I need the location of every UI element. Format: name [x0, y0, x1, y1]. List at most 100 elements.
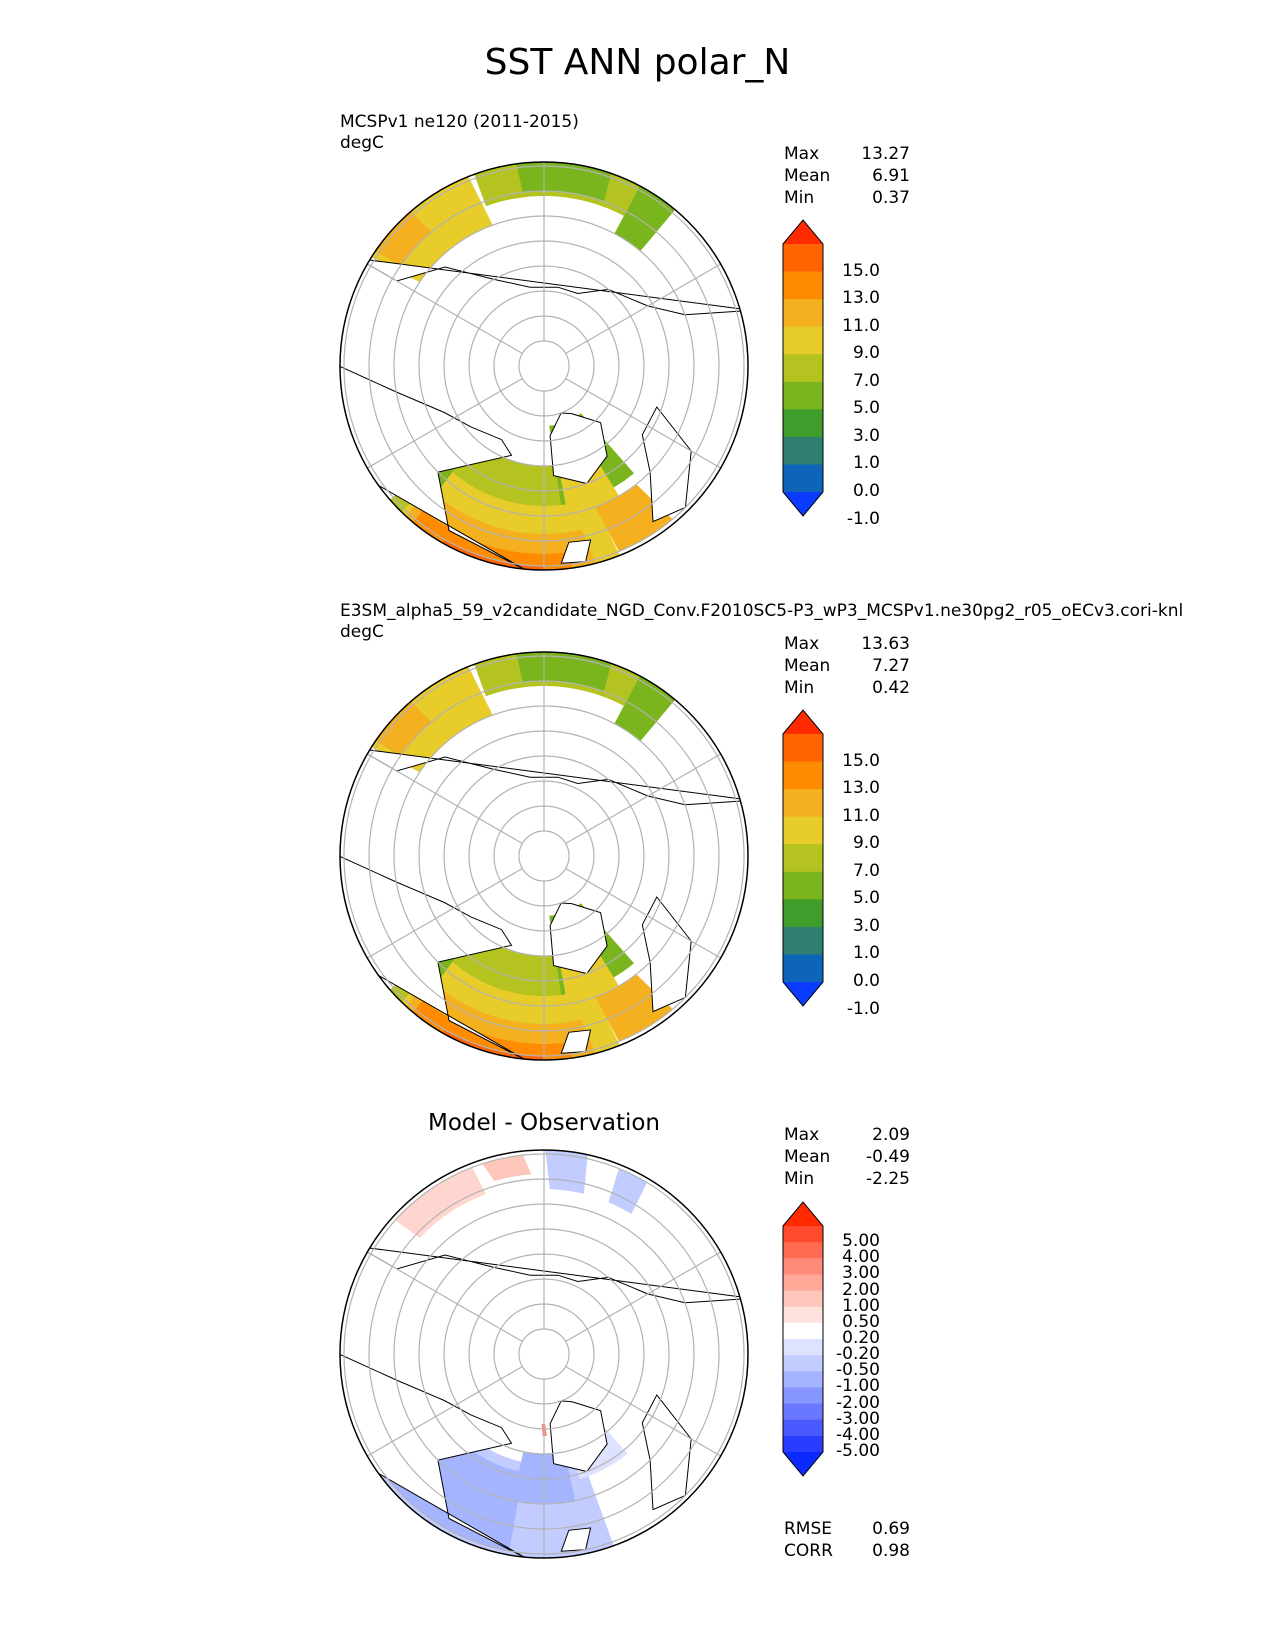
map-field [340, 1150, 748, 1558]
map-boundary [339, 161, 749, 571]
colorbar-tick-label: 1.0 [852, 453, 880, 474]
panel-1-units: degC [340, 133, 384, 153]
panel-3-title: Model - Observation [427, 1110, 661, 1136]
colorbar-segment [783, 244, 823, 273]
stat-value: 0.37 [872, 188, 910, 208]
meridian-line [367, 377, 523, 469]
panel-3-colorbar [782, 1201, 824, 1477]
colorbar-tick-label: 0.50 [842, 1311, 880, 1332]
panel-2-stats: Max 13.63 Mean 7.27 Min 0.42 [784, 633, 910, 699]
latitude-circle [518, 830, 570, 882]
colorbar-tick-label: -1.0 [846, 998, 880, 1019]
colorbar-tick-label: 1.0 [852, 943, 880, 964]
stat-value: 13.63 [861, 634, 910, 654]
colorbar-tick-label: 1.00 [842, 1295, 880, 1316]
sst-contour-region [405, 510, 574, 570]
colorbar-outline [782, 219, 824, 517]
colorbar-tick-label: 0.0 [852, 971, 880, 991]
latitude-circle [518, 340, 570, 392]
colorbar-segment [783, 1419, 823, 1437]
colorbar-tick-label: 4.00 [842, 1247, 880, 1268]
panel-2-polar-map [339, 651, 749, 1061]
colorbar-segment [783, 1258, 823, 1276]
colorbar-segment [783, 789, 823, 818]
colorbar-tick-label: 7.0 [852, 370, 880, 391]
colorbar-tick-label: -4.00 [836, 1424, 880, 1445]
colorbar-tick-label: 13.0 [842, 288, 880, 309]
colorbar-tick-label: -3.00 [836, 1408, 880, 1429]
colorbar-tick-label: -0.20 [836, 1344, 880, 1365]
colorbar-tick-label: 2.00 [842, 1279, 880, 1300]
stat-value: 2.09 [872, 1125, 910, 1145]
panel-3-stats: Max 2.09 Mean -0.49 Min -2.25 [784, 1124, 910, 1190]
colorbar-tick-label: 9.0 [852, 343, 880, 364]
stat-label: Min [784, 1169, 815, 1189]
colorbar-segment [783, 954, 823, 983]
colorbar-segment [783, 381, 823, 410]
land-outline [549, 412, 608, 485]
map-boundary [339, 651, 749, 1061]
colorbar-segment [783, 1242, 823, 1259]
land-outline [641, 1394, 692, 1511]
panel-1-colorbar [782, 219, 824, 517]
stat-label: CORR [784, 1541, 833, 1561]
meridian-line [565, 263, 721, 355]
colorbar-extend-top [783, 1202, 823, 1226]
colorbar-segment [783, 409, 823, 438]
panel-2-title: E3SM_alpha5_59_v2candidate_NGD_Conv.F201… [340, 601, 1184, 621]
colorbar-segment [783, 1274, 823, 1292]
colorbar-segment [783, 871, 823, 900]
colorbar-tick-label: 5.0 [852, 398, 880, 419]
panel-1-title: MCSPv1 ne120 (2011-2015) [340, 112, 579, 132]
colorbar-tick-label: 15.0 [842, 260, 880, 281]
colorbar-extend-bottom [783, 982, 823, 1006]
meridian-line [565, 867, 721, 959]
meridian-line [367, 263, 523, 355]
stat-label: Mean [784, 1147, 831, 1167]
figure-title: SST ANN polar_N [484, 42, 791, 83]
colorbar-segment [783, 1387, 823, 1405]
latitude-circle [518, 1328, 570, 1380]
colorbar-segment [783, 761, 823, 790]
colorbar-segment [783, 1435, 823, 1453]
colorbar-tick-label: 5.0 [852, 888, 880, 909]
colorbar-tick-label: 7.0 [852, 860, 880, 881]
panel-2-units: degC [340, 622, 384, 642]
panel-1-colorbar-labels: 15.0 13.0 11.0 9.0 7.0 5.0 3.0 1.0 0.0 -1.0 [820, 218, 880, 529]
stat-label: Max [784, 144, 820, 164]
stat-value: 6.91 [872, 166, 910, 186]
colorbar-segment [783, 844, 823, 873]
colorbar-outline [782, 1201, 824, 1477]
colorbar-segment [783, 1355, 823, 1372]
colorbar-tick-label: 3.0 [852, 425, 880, 446]
colorbar-tick-label: -5.00 [836, 1441, 880, 1461]
colorbar-tick-label: 11.0 [842, 315, 880, 336]
colorbar-segment [783, 1306, 823, 1324]
colorbar-tick-label: 0.0 [852, 481, 880, 501]
colorbar-tick-label: 13.0 [842, 778, 880, 799]
stat-value: 0.42 [872, 678, 910, 698]
colorbar-extend-bottom [783, 492, 823, 516]
colorbar-segment [783, 1339, 823, 1356]
colorbar-segment [783, 1371, 823, 1389]
panel-3-colorbar-labels: 5.00 4.00 3.00 2.00 1.00 0.50 0.20 -0.20 -0.50 -1… [820, 1200, 880, 1478]
panel-2-colorbar-labels: 15.0 13.0 11.0 9.0 7.0 5.0 3.0 1.0 0.0 -1.0 [820, 708, 880, 1019]
colorbar-tick-label: -0.50 [836, 1360, 880, 1381]
colorbar-segment [783, 1322, 823, 1340]
colorbar-segment [783, 1403, 823, 1421]
panel-3-error-stats: RMSE 0.69 CORR 0.98 [784, 1518, 910, 1562]
sst-contour-region [365, 693, 432, 756]
stat-label: Max [784, 1125, 820, 1145]
stat-label: RMSE [784, 1519, 833, 1539]
panel-1-stats: Max 13.27 Mean 6.91 Min 0.37 [784, 143, 910, 209]
colorbar-tick-label: 3.00 [842, 1263, 880, 1284]
meridian-line [367, 753, 523, 845]
colorbar-tick-label: 3.0 [852, 915, 880, 936]
stat-value: -2.25 [866, 1169, 910, 1189]
stat-value: -0.49 [866, 1147, 910, 1167]
stat-label: Mean [784, 166, 831, 186]
stat-value: 0.98 [872, 1541, 910, 1561]
land-outline [549, 902, 608, 975]
colorbar-segment [783, 436, 823, 466]
stat-label: Mean [784, 656, 831, 676]
